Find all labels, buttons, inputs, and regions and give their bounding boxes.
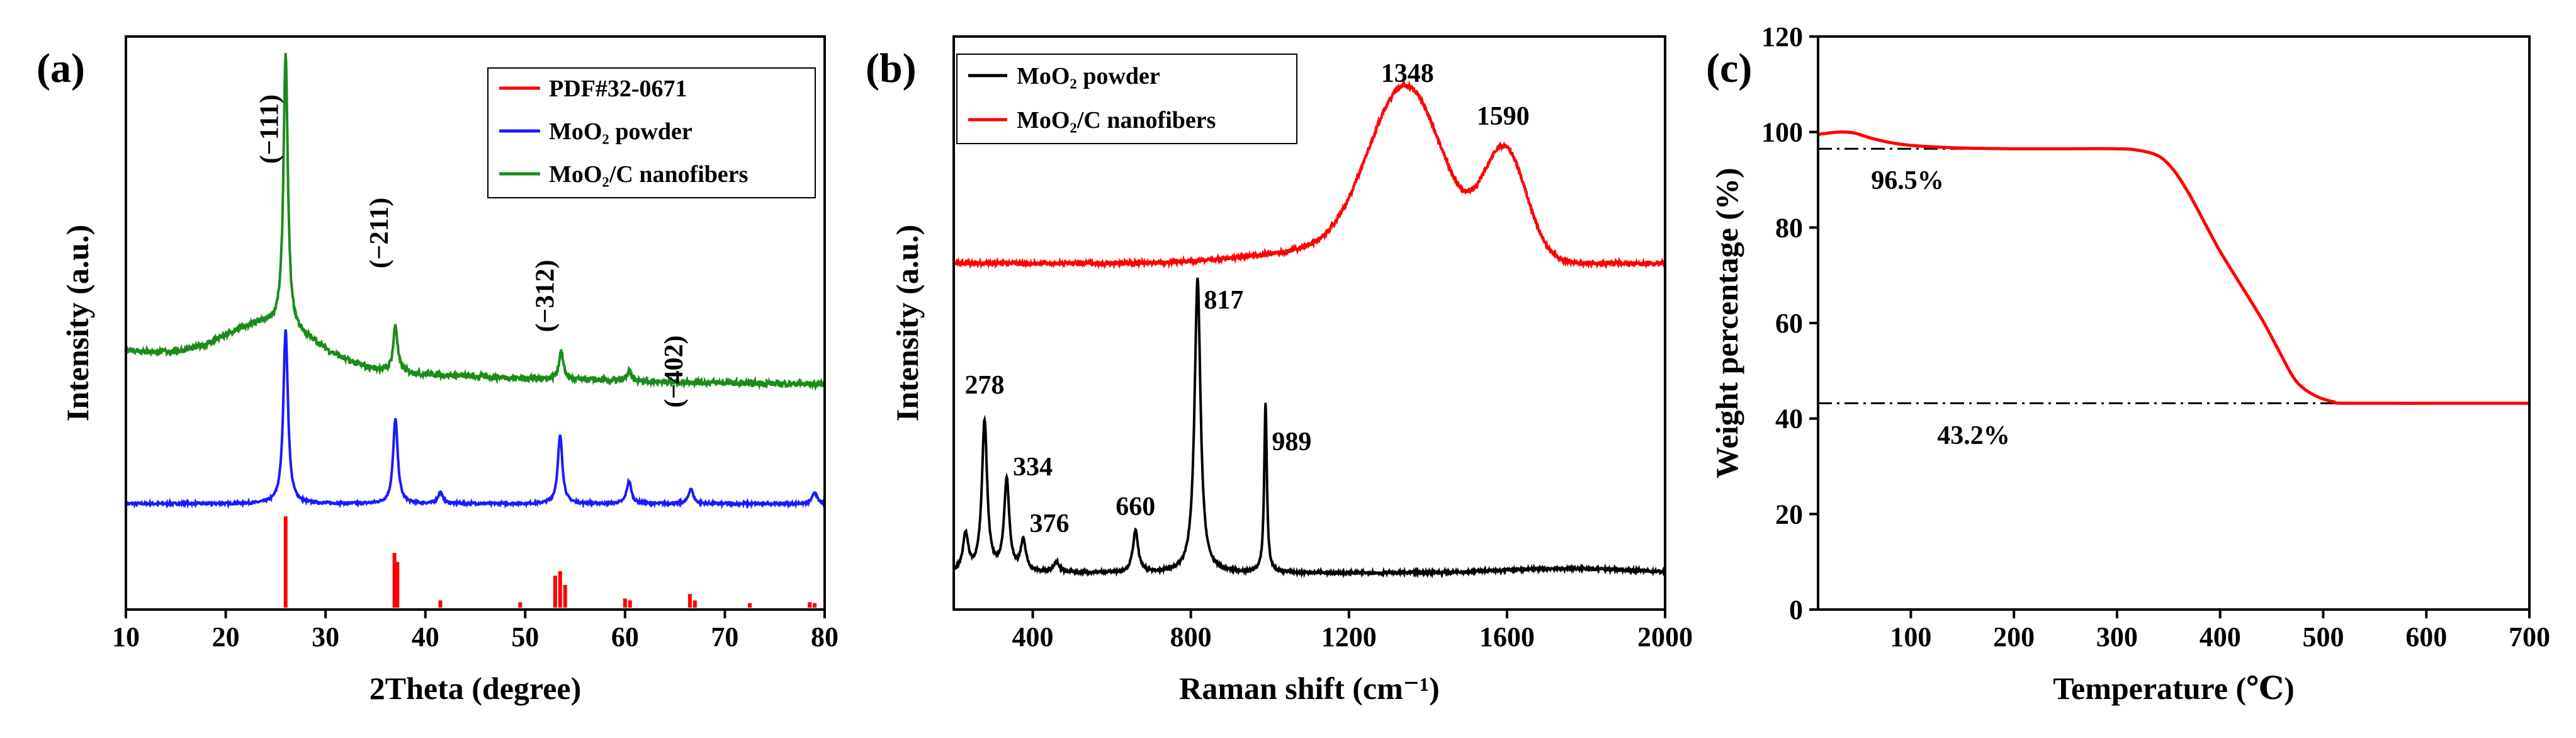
y-tick-label-c: 40 — [1775, 404, 1803, 434]
peak-label-a: (−402) — [660, 336, 689, 408]
reference-label: 96.5% — [1871, 166, 1944, 195]
peak-label-b: 989 — [1272, 428, 1311, 457]
legend-powder-b: MoO₂ powder — [1017, 63, 1160, 89]
peak-label-a: (−111) — [256, 94, 285, 164]
x-tick-label-c: 700 — [2509, 622, 2550, 652]
y-axis-label-a: Intensity (a.u.) — [60, 225, 95, 422]
legend-box-a — [487, 67, 816, 198]
powder-raman-line — [952, 277, 1666, 579]
y-axis-label-b: Intensity (a.u.) — [890, 225, 925, 422]
x-axis-label-a: 2Theta (degree) — [370, 671, 581, 706]
peak-label-b: 1348 — [1381, 59, 1434, 88]
panel-label-a: (a) — [37, 45, 85, 91]
legend-nanofibers-b: MoO₂/C nanofibers — [1017, 107, 1216, 133]
x-ticks-c: 100 200 300 400 500 600 700 — [1890, 610, 2550, 652]
plot-frame-c — [1817, 35, 2531, 611]
plot-frame-a — [125, 35, 826, 611]
legend-box-b — [956, 54, 1297, 144]
x-tick-label-b: 1200 — [1321, 622, 1377, 652]
pdf-stick-group — [283, 516, 817, 608]
reference-lines-c: 96.5% 43.2% — [1818, 147, 2344, 450]
x-tick-label-a: 50 — [511, 622, 539, 652]
x-tick-label-b: 400 — [1012, 622, 1054, 652]
panel-label-c: (c) — [1706, 45, 1752, 91]
peak-label-b: 1590 — [1477, 102, 1530, 131]
y-tick-label-c: 60 — [1775, 308, 1803, 339]
x-tick-label-a: 40 — [412, 622, 439, 652]
peak-label-b: 376 — [1029, 509, 1069, 538]
y-tick-label-c: 120 — [1761, 21, 1803, 52]
y-tick-label-c: 20 — [1775, 499, 1803, 530]
x-tick-label-a: 10 — [112, 622, 140, 652]
peak-labels-b: 278 334 376 660 817 989 1348 1590 — [964, 59, 1529, 538]
x-axis-label-c: Temperature (℃) — [2053, 671, 2294, 706]
x-tick-label-a: 60 — [611, 622, 639, 652]
x-ticks-b: 400 800 1200 1600 2000 — [1012, 610, 1693, 652]
x-ticks-a: 10 20 30 40 50 60 70 80 — [112, 610, 839, 652]
plot-frame-b — [952, 35, 1666, 611]
x-tick-label-a: 20 — [212, 622, 240, 652]
reference-label: 43.2% — [1937, 421, 2010, 450]
panel-b: (b) 400 800 1200 1600 2000 Raman shift (cm⁻¹… — [866, 35, 1693, 706]
nanofiber-xrd-line — [125, 53, 826, 392]
legend-a: PDF#32-0671 MoO₂ powder MoO₂/C nanofiber… — [487, 67, 816, 198]
x-tick-label-b: 2000 — [1637, 622, 1693, 652]
x-tick-label-b: 1600 — [1479, 622, 1535, 652]
legend-powder: MoO₂ powder — [549, 118, 692, 145]
x-tick-label-c: 200 — [1993, 622, 2035, 652]
y-tick-label-c: 0 — [1789, 594, 1803, 625]
legend-nanofibers: MoO₂/C nanofibers — [549, 161, 748, 188]
peak-label-b: 817 — [1204, 286, 1243, 315]
nanofiber-raman-line — [952, 79, 1666, 270]
panel-c: (c) 96.5% 43.2% 100 200 300 400 500 600 700 0 20… — [1706, 21, 2550, 706]
peak-label-a: (−312) — [531, 260, 560, 332]
x-tick-label-b: 800 — [1170, 622, 1212, 652]
legend-pdf: PDF#32-0671 — [549, 76, 687, 102]
y-tick-label-c: 80 — [1775, 212, 1803, 243]
x-tick-label-c: 500 — [2302, 622, 2344, 652]
x-tick-label-c: 600 — [2405, 622, 2447, 652]
x-tick-label-a: 70 — [711, 622, 738, 652]
x-tick-label-a: 30 — [312, 622, 339, 652]
y-ticks-c: 0 20 40 60 80 100 120 — [1761, 21, 1818, 625]
peak-labels-a: (−111) (−211) (−312) (−402) — [256, 94, 689, 408]
x-axis-label-b: Raman shift (cm⁻¹) — [1179, 671, 1440, 706]
peak-label-b: 278 — [964, 371, 1004, 400]
y-tick-label-c: 100 — [1761, 117, 1803, 148]
peak-label-b: 660 — [1116, 492, 1155, 521]
panel-label-b: (b) — [866, 45, 917, 91]
x-tick-label-a: 80 — [811, 622, 839, 652]
legend-b: MoO₂ powder MoO₂/C nanofibers — [956, 54, 1297, 144]
x-tick-label-c: 400 — [2200, 622, 2241, 652]
y-axis-label-c: Weight percentage (%) — [1709, 167, 1744, 478]
peak-label-a: (−211) — [365, 198, 394, 269]
powder-xrd-line — [125, 329, 826, 510]
panel-a: (a) 10 20 30 40 50 60 70 80 2Theta (degree) Int… — [37, 35, 839, 706]
x-tick-label-c: 100 — [1890, 622, 1931, 652]
x-tick-label-c: 300 — [2096, 622, 2138, 652]
peak-label-b: 334 — [1013, 453, 1053, 482]
tga-curve — [1817, 130, 2529, 406]
